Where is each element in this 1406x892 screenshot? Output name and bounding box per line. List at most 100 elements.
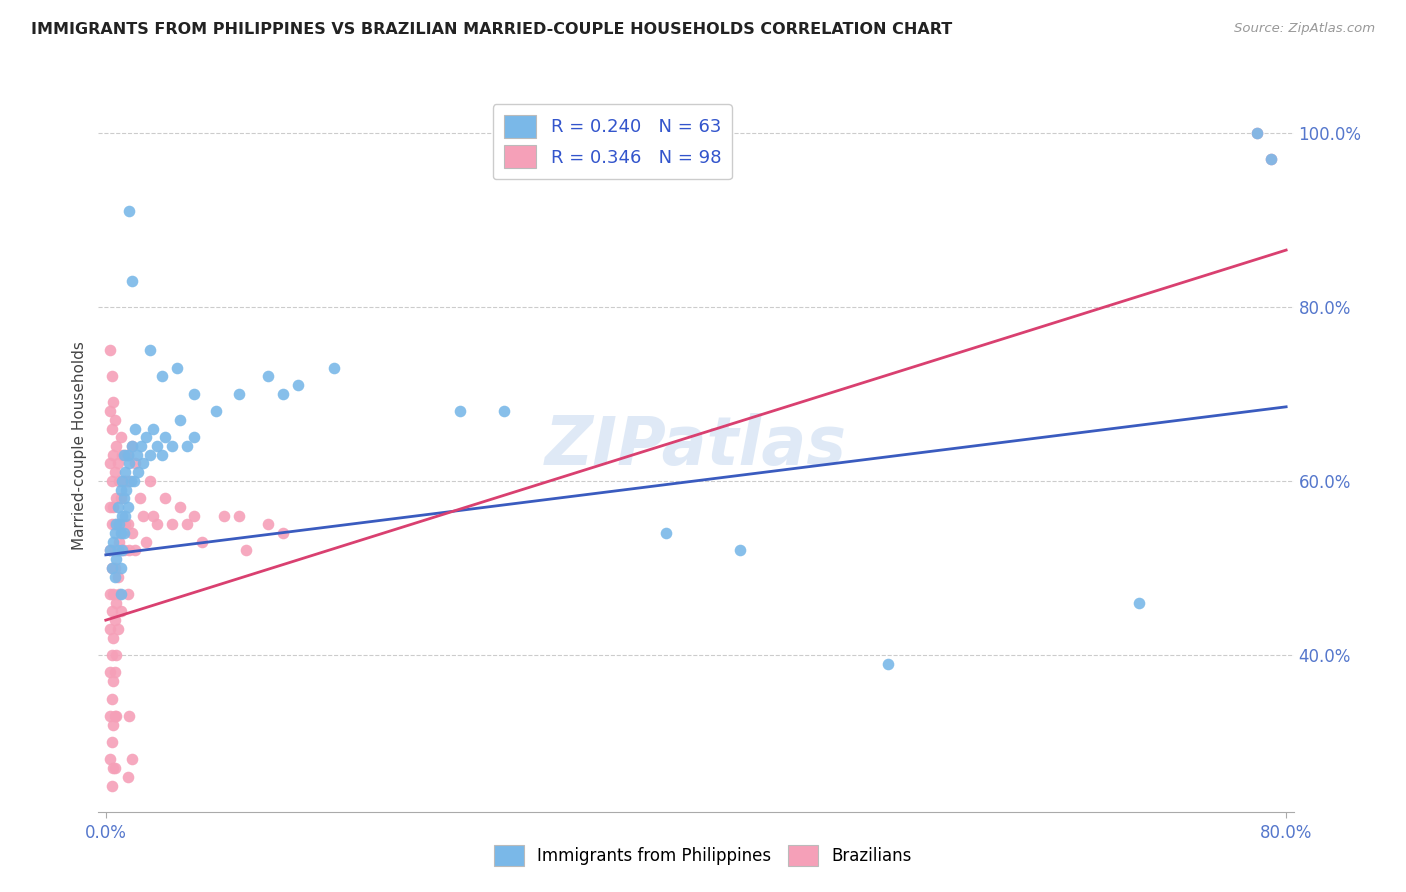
Point — [183, 508, 205, 523]
Point — [115, 474, 138, 488]
Point — [728, 543, 751, 558]
Point — [139, 448, 162, 462]
Point — [104, 709, 127, 723]
Point — [101, 448, 124, 462]
Point — [101, 534, 124, 549]
Point — [111, 517, 134, 532]
Point — [107, 622, 129, 636]
Point — [98, 404, 121, 418]
Point — [271, 526, 294, 541]
Point — [131, 508, 153, 523]
Point — [108, 534, 131, 549]
Point — [127, 465, 149, 479]
Point — [169, 500, 191, 514]
Point — [111, 543, 134, 558]
Point — [118, 203, 141, 218]
Point — [107, 500, 129, 514]
Point — [98, 665, 121, 680]
Point — [176, 439, 198, 453]
Point — [112, 491, 135, 506]
Point — [139, 343, 162, 358]
Point — [105, 439, 128, 453]
Point — [131, 457, 153, 471]
Point — [101, 717, 124, 731]
Point — [142, 421, 165, 435]
Point — [287, 378, 309, 392]
Point — [235, 543, 257, 558]
Point — [169, 413, 191, 427]
Point — [110, 430, 132, 444]
Point — [110, 526, 132, 541]
Point — [105, 543, 128, 558]
Point — [117, 448, 139, 462]
Point — [104, 665, 127, 680]
Point — [1246, 126, 1268, 140]
Point — [104, 465, 127, 479]
Point — [108, 587, 131, 601]
Point — [100, 691, 122, 706]
Point — [100, 735, 122, 749]
Point — [160, 439, 183, 453]
Point — [118, 709, 141, 723]
Point — [112, 526, 135, 541]
Point — [1246, 126, 1268, 140]
Point — [117, 500, 139, 514]
Point — [142, 508, 165, 523]
Point — [112, 448, 135, 462]
Point — [121, 274, 143, 288]
Point — [1128, 596, 1150, 610]
Point — [205, 404, 228, 418]
Legend: R = 0.240   N = 63, R = 0.346   N = 98: R = 0.240 N = 63, R = 0.346 N = 98 — [492, 104, 733, 179]
Point — [1260, 152, 1282, 166]
Point — [153, 430, 176, 444]
Point — [104, 761, 127, 775]
Point — [110, 543, 132, 558]
Point — [110, 483, 132, 497]
Point — [876, 657, 898, 671]
Point — [105, 517, 128, 532]
Point — [110, 561, 132, 575]
Point — [104, 561, 127, 575]
Point — [98, 752, 121, 766]
Point — [100, 779, 122, 793]
Point — [100, 561, 122, 575]
Point — [105, 491, 128, 506]
Point — [108, 474, 131, 488]
Point — [110, 604, 132, 618]
Point — [98, 709, 121, 723]
Point — [117, 770, 139, 784]
Point — [128, 491, 150, 506]
Point — [111, 448, 134, 462]
Point — [228, 386, 250, 401]
Point — [153, 491, 176, 506]
Point — [125, 448, 148, 462]
Point — [120, 474, 142, 488]
Point — [107, 569, 129, 583]
Point — [124, 543, 146, 558]
Point — [1260, 152, 1282, 166]
Point — [121, 752, 143, 766]
Point — [139, 474, 162, 488]
Point — [117, 587, 139, 601]
Point — [100, 561, 122, 575]
Point — [105, 648, 128, 662]
Point — [111, 474, 134, 488]
Point — [150, 369, 173, 384]
Point — [100, 421, 122, 435]
Point — [121, 526, 143, 541]
Point — [160, 517, 183, 532]
Point — [100, 369, 122, 384]
Point — [105, 709, 128, 723]
Point — [105, 596, 128, 610]
Point — [114, 448, 136, 462]
Point — [146, 439, 169, 453]
Point — [150, 448, 173, 462]
Point — [114, 508, 136, 523]
Point — [100, 648, 122, 662]
Point — [115, 483, 138, 497]
Legend: Immigrants from Philippines, Brazilians: Immigrants from Philippines, Brazilians — [488, 838, 918, 873]
Point — [655, 526, 678, 541]
Y-axis label: Married-couple Households: Married-couple Households — [72, 342, 87, 550]
Point — [104, 526, 127, 541]
Point — [129, 439, 152, 453]
